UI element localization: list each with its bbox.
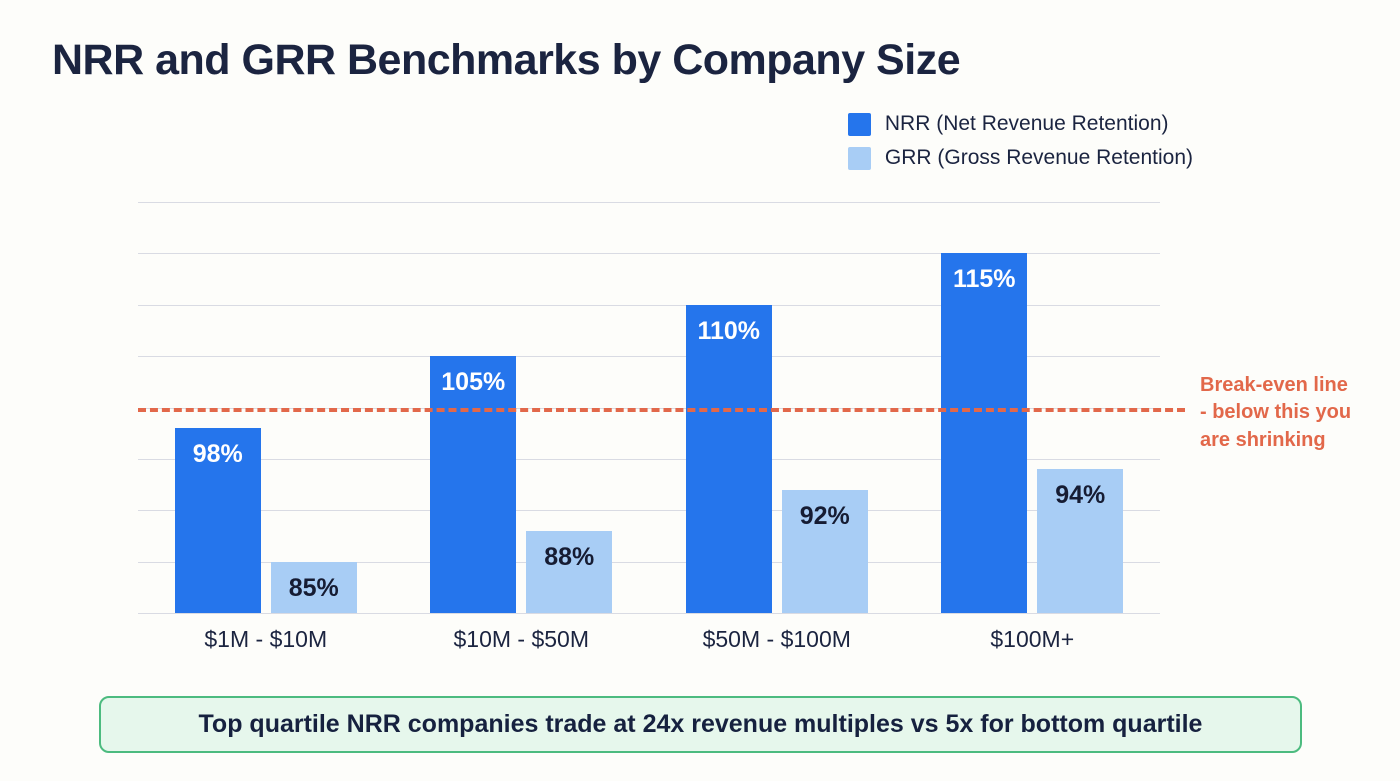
gridline [138, 458, 1160, 460]
bar-value-label: 98% [192, 440, 243, 469]
chart-legend: NRR (Net Revenue Retention) GRR (Gross Re… [847, 112, 1193, 170]
bar-nrr[interactable]: 115% [941, 253, 1028, 613]
bar-nrr[interactable]: 110% [685, 304, 772, 613]
bar-value-label: 88% [544, 542, 595, 571]
bar-value-label: 92% [799, 501, 850, 530]
x-axis-tick-label: $100M+ [990, 626, 1075, 652]
footer-callout: Top quartile NRR companies trade at 24x … [99, 696, 1302, 753]
bar-grr[interactable]: 94% [1037, 469, 1124, 613]
bar-grr[interactable]: 92% [781, 489, 868, 613]
bar-nrr[interactable]: 105% [430, 356, 517, 613]
legend-item[interactable]: GRR (Gross Revenue Retention) [847, 146, 1193, 170]
bar-value-label: 94% [1055, 481, 1106, 510]
legend-item-label: NRR (Net Revenue Retention) [884, 112, 1169, 135]
gridline [138, 356, 1160, 358]
gridline [138, 510, 1160, 512]
bar-value-label: 105% [441, 368, 506, 397]
bar-value-label: 115% [952, 265, 1016, 294]
bar-nrr[interactable]: 98% [174, 428, 261, 613]
gridline [138, 561, 1160, 563]
bar-value-label: 110% [697, 316, 761, 345]
footer-callout-text: Top quartile NRR companies trade at 24x … [198, 710, 1203, 738]
x-axis-tick-label: $50M - $100M [702, 626, 851, 652]
x-axis-tick-label: $10M - $50M [453, 626, 590, 652]
gridline [138, 253, 1160, 255]
break-even-annotation-text: Break-even line - below this you are shr… [1200, 373, 1352, 451]
legend-swatch-icon [847, 112, 871, 136]
plot-area: 80%85%90%95%100%105%110%115%120%98%85%$1… [138, 202, 1351, 652]
bar-grr[interactable]: 88% [526, 530, 613, 613]
gridline [138, 613, 1160, 614]
legend-item-label: GRR (Gross Revenue Retention) [884, 146, 1193, 169]
bar-value-label: 85% [288, 573, 339, 602]
gridline [138, 304, 1160, 306]
legend-swatch-icon [847, 146, 871, 170]
bar-grr[interactable]: 85% [270, 561, 357, 613]
legend-item[interactable]: NRR (Net Revenue Retention) [847, 112, 1169, 136]
x-axis-tick-label: $1M - $10M [204, 626, 328, 652]
break-even-line [138, 407, 1185, 412]
page-title: NRR and GRR Benchmarks by Company Size [52, 36, 961, 84]
gridline [138, 202, 1160, 203]
